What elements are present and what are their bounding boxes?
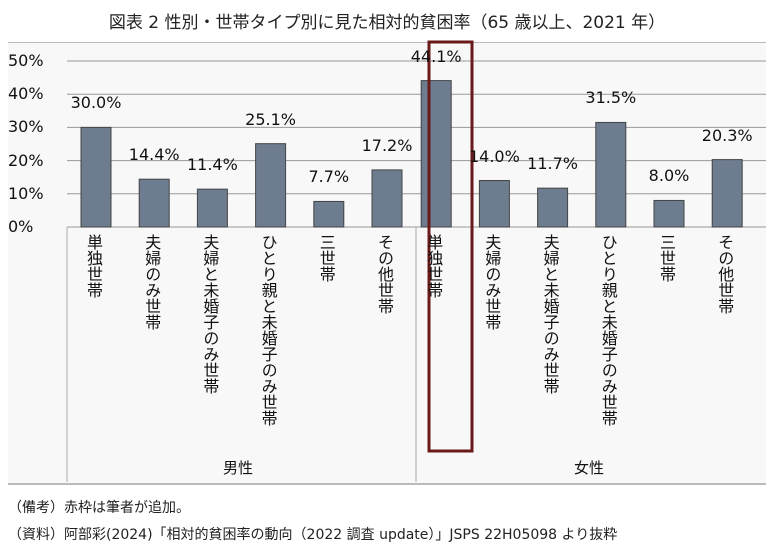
data-label: 44.1% bbox=[410, 46, 462, 66]
y-tick-label: 30% bbox=[8, 117, 44, 137]
category-label: 夫婦のみ世帯 bbox=[142, 234, 162, 330]
data-label: 25.1% bbox=[245, 109, 297, 129]
group-label: 女性 bbox=[574, 459, 605, 477]
category-label: 夫婦と未婚子のみ世帯 bbox=[200, 234, 220, 394]
category-label: ひとり親と未婚子のみ世帯 bbox=[258, 234, 278, 426]
source-note: （資料）阿部彩(2024)「相対的貧困率の動向（2022 調査 update）」… bbox=[8, 527, 618, 543]
y-tick-label: 0% bbox=[8, 217, 34, 236]
bar bbox=[653, 199, 685, 228]
data-label: 31.5% bbox=[585, 88, 637, 108]
data-label: 8.0% bbox=[648, 166, 690, 186]
bar bbox=[595, 121, 627, 228]
data-label: 11.4% bbox=[186, 155, 238, 175]
y-tick-label: 20% bbox=[8, 150, 44, 170]
bar bbox=[313, 200, 345, 228]
bar bbox=[537, 187, 569, 228]
category-label: 三世帯 bbox=[657, 234, 676, 282]
data-label: 17.2% bbox=[361, 135, 413, 155]
bar bbox=[420, 80, 452, 228]
bar bbox=[196, 188, 228, 228]
y-tick-label: 50% bbox=[8, 51, 44, 70]
bar bbox=[138, 178, 170, 228]
data-label: 30.0% bbox=[70, 93, 122, 113]
category-label: ひとり親と未婚子のみ世帯 bbox=[598, 234, 618, 426]
data-label: 14.0% bbox=[468, 146, 520, 166]
bar bbox=[80, 126, 112, 228]
chart-title: 図表 2 性別・世帯タイプ別に見た相対的貧困率（65 歳以上、2021 年） bbox=[108, 13, 666, 33]
category-label: 三世帯 bbox=[316, 234, 336, 282]
data-label: 20.3% bbox=[701, 125, 753, 145]
data-label: 14.4% bbox=[128, 145, 180, 165]
highlight-box bbox=[427, 40, 474, 453]
bar bbox=[478, 180, 510, 228]
bar bbox=[711, 159, 743, 228]
category-label: その他世帯 bbox=[375, 234, 394, 314]
category-label: 夫婦と未婚子のみ世帯 bbox=[540, 234, 560, 394]
category-label: 単独世帯 bbox=[424, 234, 444, 298]
y-tick-label: 10% bbox=[8, 183, 44, 203]
group-label: 男性 bbox=[223, 459, 254, 477]
category-label: 単独世帯 bbox=[84, 234, 103, 298]
bar bbox=[255, 143, 287, 228]
y-tick-label: 40% bbox=[8, 84, 44, 104]
category-label: 夫婦のみ世帯 bbox=[482, 234, 502, 330]
data-label: 7.7% bbox=[308, 167, 350, 187]
bar bbox=[371, 169, 403, 228]
remark-note: （備考）赤枠は筆者が追加。 bbox=[8, 500, 190, 516]
plot-area bbox=[8, 42, 766, 485]
data-label: 11.7% bbox=[527, 154, 579, 174]
category-label: その他世帯 bbox=[715, 234, 735, 314]
